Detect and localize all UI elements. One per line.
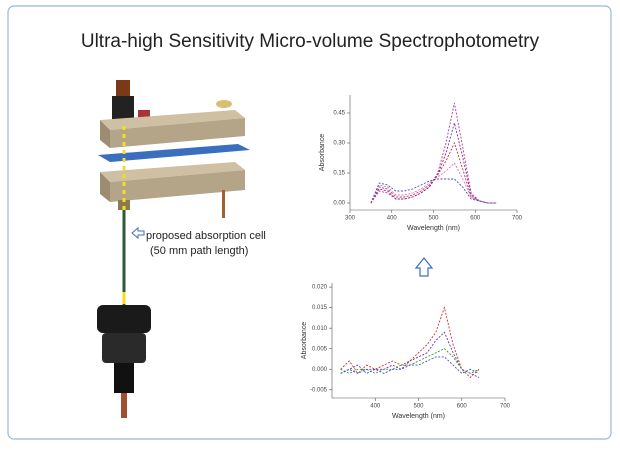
arrow-icon: [131, 226, 145, 240]
fitting: [118, 200, 130, 210]
x-axis-label: Wavelength (nm): [392, 413, 445, 420]
knob: [138, 110, 150, 120]
block-front: [110, 170, 245, 202]
x-tick-label: 700: [500, 404, 511, 410]
y-tick-label: 0.000: [312, 367, 328, 373]
spectrum-line: [340, 356, 480, 374]
block-side: [100, 120, 110, 148]
x-axis-label: Wavelength (nm): [407, 225, 460, 232]
spectrum-line: [370, 162, 497, 204]
block-side: [100, 172, 110, 202]
y-axis-label: Absorbance: [319, 134, 326, 171]
cylinder: [102, 333, 146, 363]
y-tick-label: -0.005: [310, 387, 328, 393]
x-tick-label: 400: [387, 216, 398, 222]
y-tick-label: 0.30: [333, 141, 345, 147]
y-tick-label: 0.010: [312, 326, 328, 332]
y-tick-label: 0.015: [312, 305, 328, 311]
x-tick-label: 700: [512, 216, 523, 222]
x-tick-label: 500: [428, 216, 439, 222]
y-tick-label: 0.020: [312, 285, 328, 291]
arrow-icon: [414, 257, 434, 277]
annotation: proposed absorption cell: [146, 230, 266, 242]
cable: [121, 393, 127, 418]
plate: [98, 144, 250, 162]
x-tick-label: 600: [470, 216, 481, 222]
slide-title: Ultra-high Sensitivity Micro-volume Spec…: [81, 31, 540, 52]
cylinder: [114, 363, 134, 393]
cylinder: [97, 305, 151, 333]
x-tick-label: 600: [457, 404, 468, 410]
annotation: (50 mm path length): [150, 245, 248, 257]
x-tick-label: 300: [345, 216, 356, 222]
connector: [112, 96, 134, 122]
spectrum-line: [340, 305, 480, 379]
y-tick-label: 0.15: [333, 171, 345, 177]
spectrum-line: [340, 331, 480, 378]
x-tick-label: 500: [413, 404, 424, 410]
y-tick-label: 0.45: [333, 111, 345, 117]
y-axis-label: Absorbance: [301, 322, 308, 359]
post: [222, 190, 225, 218]
x-tick-label: 400: [370, 404, 381, 410]
y-tick-label: 0.00: [333, 201, 345, 207]
spectrum-line: [370, 121, 497, 204]
y-tick-label: 0.005: [312, 346, 328, 352]
block-top: [100, 162, 245, 182]
block-top: [100, 110, 245, 130]
apparatus: [97, 80, 250, 418]
block-front: [110, 118, 245, 148]
knob: [216, 100, 232, 108]
slide-frame: [7, 5, 612, 440]
spectrum-line: [370, 178, 497, 204]
